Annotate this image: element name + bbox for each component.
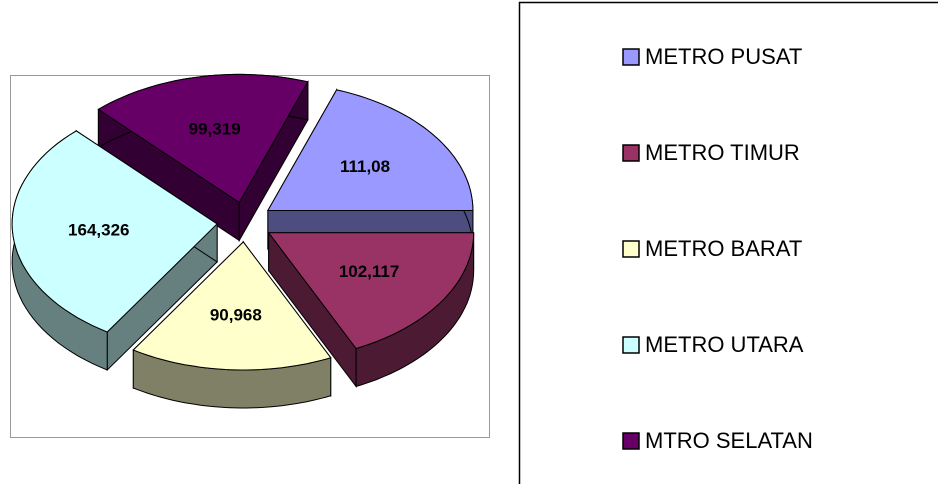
legend-swatch: [622, 432, 640, 450]
slice: [97, 73, 309, 204]
data-label: 99,319: [189, 119, 241, 138]
legend-box: [518, 1, 938, 484]
data-label: 90,968: [210, 306, 262, 325]
slice: [267, 232, 475, 350]
slice: [11, 130, 218, 333]
legend-swatch: [622, 48, 640, 66]
legend-label: MTRO SELATAN: [645, 428, 813, 453]
legend-label: METRO BARAT: [645, 236, 802, 261]
data-label: 102,117: [339, 262, 400, 281]
data-label: 164,326: [68, 220, 129, 239]
legend-label: METRO UTARA: [645, 332, 804, 357]
legend-label: METRO PUSAT: [645, 44, 802, 69]
legend-swatch: [622, 240, 640, 258]
legend-swatch: [622, 336, 640, 354]
legend-swatch: [622, 144, 640, 162]
legend-label: METRO TIMUR: [645, 140, 800, 165]
slice: [267, 89, 474, 212]
slice: [132, 241, 332, 371]
data-label: 111,08: [340, 157, 390, 176]
